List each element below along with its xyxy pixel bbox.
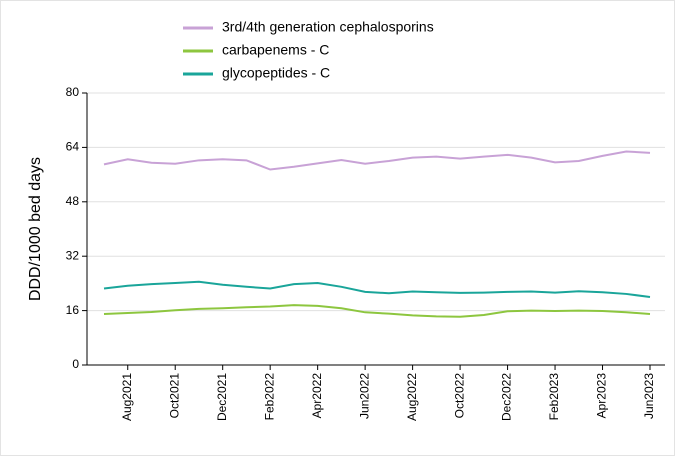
x-tick-label: Jun2023 <box>642 373 656 419</box>
x-tick-label: Oct2021 <box>167 373 181 419</box>
series-line <box>103 150 651 171</box>
x-tick-label: Feb2022 <box>262 373 276 421</box>
series-line <box>103 280 651 298</box>
x-tick-label: Aug2022 <box>405 373 419 421</box>
y-tick-label: 80 <box>66 85 80 99</box>
legend-text: glycopeptides - C <box>222 65 330 81</box>
x-tick-label: Dec2022 <box>500 373 514 421</box>
x-tick-label: Aug2021 <box>120 373 134 421</box>
y-tick-label: 0 <box>72 357 79 371</box>
x-tick-label: Apr2022 <box>310 373 324 419</box>
legend-text: 3rd/4th generation cephalosporins <box>222 19 434 35</box>
x-tick-label: Dec2021 <box>215 373 229 421</box>
y-tick-label: 16 <box>66 303 80 317</box>
x-tick-label: Jun2022 <box>357 373 371 419</box>
x-tick-label: Feb2023 <box>547 373 561 421</box>
legend-text: carbapenems - C <box>222 42 329 58</box>
y-tick-label: 32 <box>66 248 80 262</box>
x-tick-label: Oct2022 <box>452 373 466 419</box>
y-tick-label: 48 <box>66 194 80 208</box>
y-axis-title: DDD/1000 bed days <box>27 157 44 301</box>
x-tick-label: Apr2023 <box>595 373 609 419</box>
y-tick-label: 64 <box>66 140 80 154</box>
series-line <box>103 304 651 318</box>
